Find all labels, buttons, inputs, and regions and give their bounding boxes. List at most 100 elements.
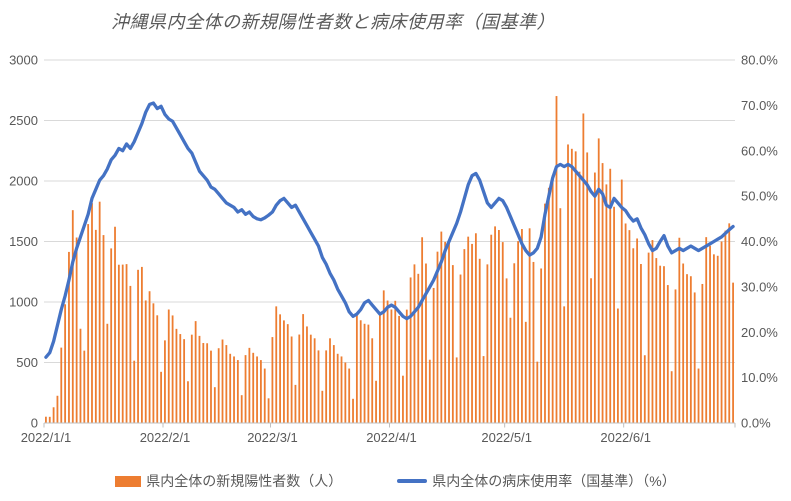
bar-day bbox=[686, 274, 688, 423]
bar-day bbox=[48, 416, 51, 423]
bar-day bbox=[705, 237, 708, 423]
bar-day bbox=[140, 266, 143, 423]
svg-text:500: 500 bbox=[16, 355, 38, 370]
bar-day bbox=[467, 236, 470, 423]
svg-text:2000: 2000 bbox=[9, 174, 38, 189]
bar-day bbox=[544, 203, 546, 423]
bar-day bbox=[152, 303, 155, 423]
bar-day bbox=[540, 268, 543, 423]
bar-day bbox=[524, 321, 527, 423]
bar-day bbox=[194, 321, 197, 423]
bar-day bbox=[260, 360, 262, 423]
bar-day bbox=[451, 265, 454, 423]
bar-day bbox=[425, 263, 427, 423]
bar-day bbox=[474, 233, 477, 423]
bar-day bbox=[693, 292, 696, 423]
bar-day bbox=[513, 263, 516, 423]
bar-day bbox=[448, 240, 450, 423]
bar-day bbox=[329, 338, 331, 423]
bar-day bbox=[697, 368, 700, 423]
bar-day bbox=[290, 336, 293, 423]
bar-day bbox=[156, 315, 159, 423]
bar-day bbox=[167, 309, 170, 423]
svg-text:2022/2/1: 2022/2/1 bbox=[140, 430, 191, 445]
bar-day bbox=[279, 314, 281, 423]
bar-day bbox=[102, 235, 105, 423]
bar-day bbox=[164, 340, 166, 423]
bar-day bbox=[213, 387, 216, 423]
bar-day bbox=[432, 287, 435, 423]
bar-day bbox=[317, 350, 320, 423]
bar-day bbox=[125, 264, 128, 423]
bar-day bbox=[129, 285, 132, 423]
bar-day bbox=[114, 226, 116, 423]
bar-day bbox=[559, 208, 562, 423]
bar-day bbox=[236, 360, 239, 423]
bar-day bbox=[83, 350, 86, 423]
bed-usage-line bbox=[44, 101, 735, 359]
bar-day bbox=[570, 148, 573, 423]
bar-day bbox=[371, 338, 374, 423]
bar-day bbox=[263, 368, 266, 423]
bar-day bbox=[60, 347, 63, 423]
bar-day bbox=[332, 345, 335, 423]
x-axis-labels: 2022/1/1 2022/2/1 2022/3/1 2022/4/1 2022/5/1… bbox=[21, 430, 651, 445]
bar-day bbox=[45, 416, 47, 423]
x-axis-ticks bbox=[43, 423, 736, 428]
svg-text:3000: 3000 bbox=[9, 53, 38, 68]
bar-day bbox=[117, 264, 120, 423]
svg-text:1500: 1500 bbox=[9, 234, 38, 249]
bar-day bbox=[321, 390, 324, 423]
bar-day bbox=[187, 381, 189, 423]
bar-day bbox=[678, 237, 681, 423]
svg-text:1000: 1000 bbox=[9, 295, 38, 310]
bar-day bbox=[720, 241, 723, 423]
bar-day bbox=[597, 138, 600, 423]
bar-day bbox=[666, 285, 669, 423]
bar-day bbox=[233, 356, 235, 423]
bar-day bbox=[486, 264, 489, 423]
bar-day bbox=[352, 398, 354, 423]
bar-day bbox=[271, 337, 274, 423]
bar-day bbox=[348, 368, 351, 423]
bar-day bbox=[551, 175, 554, 423]
bar-day bbox=[732, 282, 734, 423]
bar-day bbox=[252, 352, 255, 423]
chart-title: 沖縄県内全体の新規陽性者数と病床使用率（国基準） bbox=[111, 12, 555, 32]
bar-day bbox=[137, 269, 139, 423]
bar-day bbox=[148, 291, 151, 423]
bar-day bbox=[440, 231, 443, 423]
svg-text:2022/3/1: 2022/3/1 bbox=[247, 430, 298, 445]
bar-day bbox=[498, 230, 500, 423]
bar-day bbox=[110, 248, 113, 423]
bar-day bbox=[336, 353, 339, 423]
bar-day bbox=[133, 360, 136, 423]
bar-day bbox=[64, 304, 67, 423]
bar-day bbox=[225, 345, 228, 423]
bar-day bbox=[417, 273, 420, 423]
legend-label-bed-usage: 県内全体の病床使用率（国基準）（%） bbox=[432, 473, 676, 489]
bar-day bbox=[75, 237, 78, 423]
bar-day bbox=[632, 248, 635, 423]
bar-day bbox=[87, 224, 90, 423]
svg-text:2500: 2500 bbox=[9, 113, 38, 128]
bar-day bbox=[640, 264, 642, 423]
bar-day bbox=[340, 356, 343, 423]
svg-text:70.0%: 70.0% bbox=[741, 98, 778, 113]
bar-day bbox=[532, 261, 535, 423]
bar-day bbox=[267, 398, 270, 423]
bar-day bbox=[198, 335, 201, 423]
bar-day bbox=[536, 361, 539, 423]
bar-day bbox=[240, 395, 243, 423]
bar-day bbox=[471, 243, 473, 423]
bar-day bbox=[275, 306, 278, 423]
bar-day bbox=[390, 309, 393, 423]
bar-day bbox=[655, 258, 658, 423]
bar-day bbox=[355, 314, 358, 423]
bar-day bbox=[617, 308, 619, 423]
bar-day bbox=[689, 276, 692, 423]
bar-day bbox=[613, 206, 615, 423]
bar-day bbox=[256, 356, 258, 423]
bar-day bbox=[56, 395, 59, 423]
